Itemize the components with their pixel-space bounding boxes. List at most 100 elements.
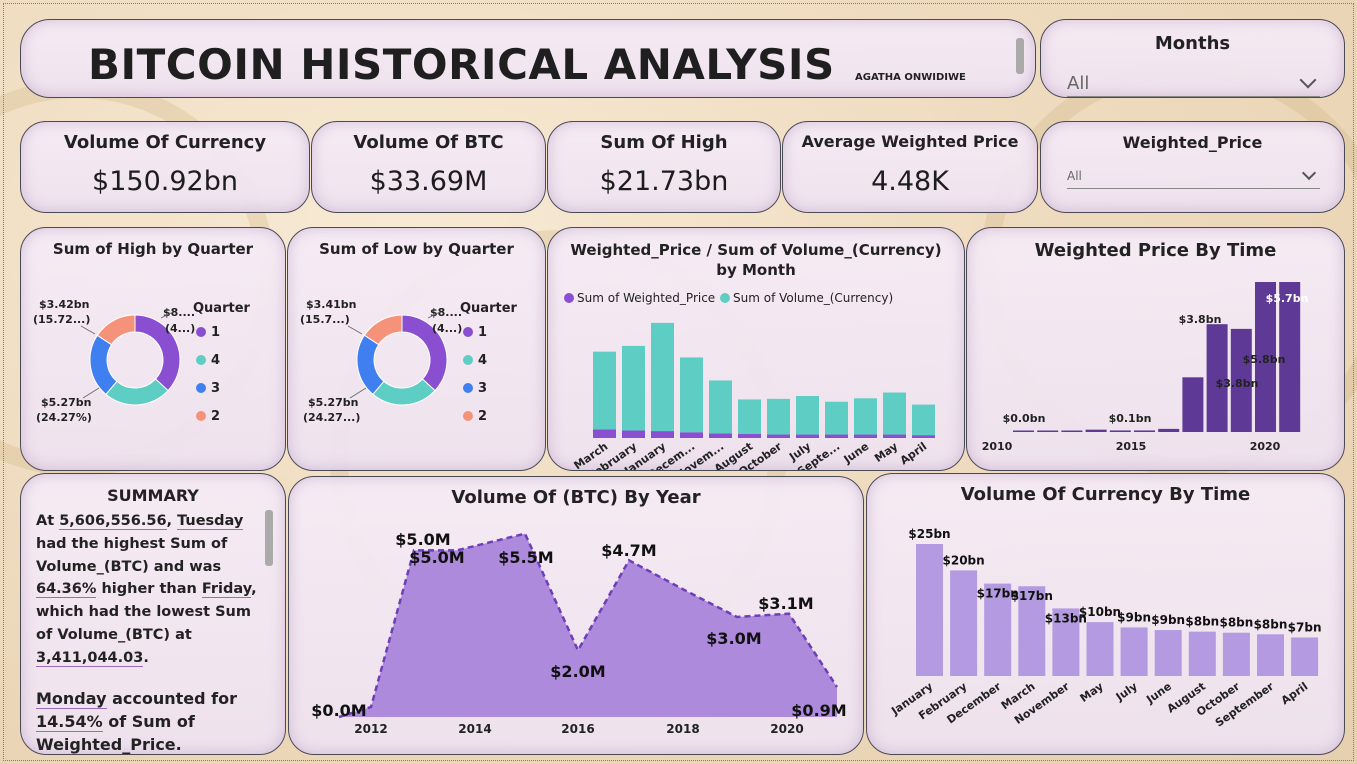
legend-item: 2 [478, 409, 487, 424]
chart-title: Volume Of Currency By Time [960, 484, 1251, 505]
bar-segment [912, 404, 935, 436]
summary-highlight: 14.54% [36, 711, 103, 732]
weighted-price-dropdown[interactable]: All [1067, 165, 1320, 189]
kpi-volume-currency: Volume Of Currency $150.92bn [20, 121, 310, 213]
data-label: $8bn [1185, 615, 1219, 629]
kpi-label: Sum Of High [600, 132, 728, 153]
bar-segment [883, 392, 906, 435]
summary-text-part: accounted for [106, 688, 237, 708]
bar-segment [796, 434, 819, 438]
data-label: (4...) [165, 322, 195, 335]
data-label: $5.27bn [308, 396, 359, 409]
pie-slice [96, 314, 136, 346]
summary-text-part: of Sum of Weighted_Price. [36, 711, 195, 754]
weighted-price-slicer[interactable]: Weighted_Price All [1040, 121, 1345, 213]
x-tick-label: July [1113, 680, 1140, 704]
data-label: $3.1M [758, 594, 813, 613]
bar [1018, 586, 1046, 676]
legend-marker [720, 293, 730, 303]
header-card: BITCOIN HISTORICAL ANALYSIS AGATHA ONWID… [20, 19, 1036, 98]
legend-item: 1 [211, 325, 220, 340]
data-label: $8bn [1219, 616, 1253, 630]
data-label: $17bn [977, 587, 1019, 601]
data-label: $5.5M [498, 548, 553, 567]
data-label: $4.7M [601, 541, 656, 560]
data-label: $3.0M [706, 629, 761, 648]
x-tick-label: 2020 [1250, 440, 1281, 453]
bar-segment [680, 357, 703, 433]
legend-marker [463, 411, 473, 421]
bar-segment [825, 434, 848, 438]
chevron-down-icon[interactable] [1301, 165, 1317, 181]
legend-marker [196, 383, 206, 393]
x-tick-label: 2016 [561, 722, 594, 736]
chevron-down-icon[interactable] [1299, 71, 1317, 89]
legend-marker [463, 355, 473, 365]
leader-line [160, 311, 174, 319]
legend-item: Sum of Volume_(Currency) [733, 291, 893, 305]
btc-volume-by-year-card: Volume Of (BTC) By Year $0.0M $5.0M $5.0M $… [288, 476, 864, 755]
legend-marker [463, 327, 473, 337]
legend-title: Quarter [193, 301, 251, 316]
summary-text-part: At [36, 513, 60, 529]
data-label: $5.8bn [1243, 353, 1286, 366]
kpi-value: $21.73bn [599, 166, 729, 197]
legend-marker [196, 411, 206, 421]
bar [1158, 428, 1180, 432]
bar [1255, 282, 1276, 432]
x-tick-label: 2015 [1116, 440, 1147, 453]
high-by-quarter-card: Sum of High by Quarter $3.42bn (15.72...)… [20, 227, 286, 471]
data-label: $9bn [1151, 613, 1185, 627]
header-scrollbar[interactable] [1016, 38, 1024, 74]
bar [916, 544, 943, 676]
currency-volume-by-time-card: Volume Of Currency By Time $25bn January $… [866, 473, 1345, 755]
data-label: $5.7bn [1266, 292, 1309, 305]
months-slicer[interactable]: Months All [1040, 19, 1345, 98]
data-label: $3.41bn [306, 298, 357, 311]
x-tick-label: April [898, 440, 930, 467]
legend-item: Sum of Weighted_Price [577, 291, 715, 305]
kpi-average-weighted-price: Average Weighted Price 4.48K [782, 121, 1038, 213]
summary-highlight: 64.36% [36, 581, 97, 599]
x-tick-label: 2018 [666, 722, 699, 736]
bar [1086, 622, 1114, 676]
data-label: (24.27%) [36, 411, 92, 424]
summary-highlight: Monday [36, 688, 107, 709]
weighted-price-by-time-chart: $0.0bn $0.1bn $3.8bn $3.8bn $5.8bn $5.7bn 2010… [982, 282, 1309, 453]
price-volume-by-month-chart: Sum of Weighted_Price Sum of Volume_(Curr… [564, 291, 935, 470]
kpi-sum-high: Sum Of High $21.73bn [547, 121, 781, 213]
data-label: $9bn [1117, 610, 1151, 624]
x-tick-label: 2020 [770, 722, 803, 736]
summary-text-part: , which had the lowest Sum of Volume_(BT… [36, 581, 257, 643]
bar [984, 583, 1012, 676]
bar-segment [883, 434, 906, 438]
legend-marker [564, 293, 574, 303]
data-label: $0.1bn [1109, 412, 1152, 425]
author-name: AGATHA ONWIDIWE [855, 72, 966, 83]
months-dropdown[interactable]: All [1067, 70, 1320, 97]
summary-scrollbar[interactable] [265, 510, 273, 566]
bar-segment [709, 433, 732, 438]
chart-title: Weighted_Price / Sum of Volume_(Currency… [570, 241, 942, 279]
bar [1279, 282, 1301, 432]
bar [1037, 430, 1059, 432]
bar [1230, 328, 1252, 432]
low-by-quarter-card: Sum of Low by Quarter $3.41bn (15.7...) $8… [287, 227, 546, 471]
bar-segment [796, 395, 819, 435]
chart-title: Sum of High by Quarter [52, 240, 254, 258]
weighted-price-dropdown-value: All [1067, 169, 1082, 183]
kpi-volume-btc: Volume Of BTC $33.69M [311, 121, 546, 213]
bar [1085, 429, 1107, 432]
bar-segment [709, 380, 732, 434]
bar [1257, 634, 1284, 676]
kpi-value: $33.69M [369, 166, 488, 197]
kpi-value: $150.92bn [92, 166, 238, 197]
data-label: (4...) [432, 322, 462, 335]
data-label: $5.27bn [41, 396, 92, 409]
data-label: $0.9M [791, 701, 846, 720]
data-label: $0.0M [311, 701, 366, 720]
legend-item: 4 [211, 353, 220, 368]
bar-segment [912, 435, 935, 438]
data-label: $8.... [163, 306, 195, 319]
kpi-label: Volume Of BTC [353, 132, 504, 153]
